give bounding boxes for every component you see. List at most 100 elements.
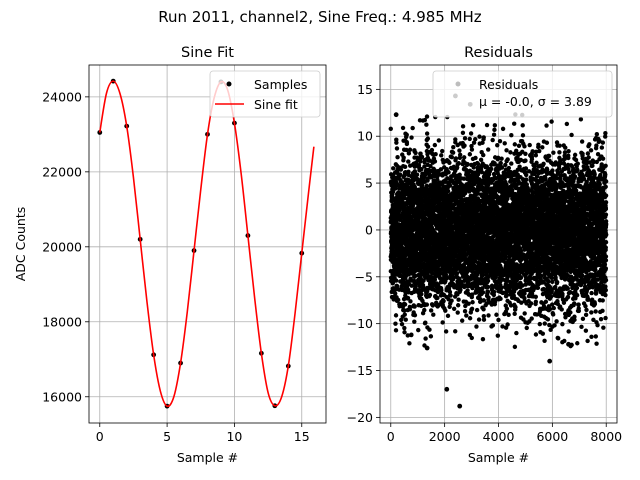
residual-point bbox=[481, 135, 486, 140]
residual-point bbox=[409, 283, 414, 288]
residual-point bbox=[491, 132, 497, 137]
residual-point bbox=[490, 137, 495, 143]
residual-point bbox=[447, 160, 452, 166]
residual-point bbox=[476, 317, 482, 322]
residual-point bbox=[402, 302, 408, 307]
residual-point bbox=[446, 170, 451, 175]
residual-point bbox=[391, 166, 396, 171]
sine-fit-grid bbox=[89, 65, 326, 423]
sine-fit-panel: Sine Fit 0 5 10 151600018000200002200024000… bbox=[13, 45, 327, 465]
residual-point bbox=[470, 122, 476, 128]
residual-point bbox=[495, 333, 501, 338]
residual-point bbox=[450, 150, 456, 155]
residuals-panel: Residuals 0 2000 4000 6000 8000−20−15−10−505… bbox=[347, 45, 623, 465]
residual-point bbox=[436, 138, 442, 143]
residual-point bbox=[502, 141, 507, 146]
residual-point bbox=[516, 143, 522, 149]
residual-point bbox=[449, 298, 454, 303]
residual-point bbox=[425, 136, 431, 141]
residual-point bbox=[458, 287, 463, 293]
residual-point bbox=[397, 172, 403, 177]
residual-point bbox=[518, 275, 524, 280]
residual-point bbox=[506, 312, 511, 318]
residual-point bbox=[407, 341, 412, 346]
sine-fit-xtick-label: 0 bbox=[96, 429, 104, 444]
residual-point bbox=[492, 289, 497, 295]
residual-point bbox=[512, 142, 518, 147]
residual-point bbox=[428, 334, 434, 339]
residual-point bbox=[424, 131, 430, 136]
residual-point bbox=[473, 155, 478, 161]
residual-point bbox=[424, 114, 430, 119]
residual-point bbox=[495, 143, 500, 148]
residual-point bbox=[484, 122, 490, 128]
residual-point bbox=[440, 148, 445, 154]
residual-point bbox=[492, 123, 498, 128]
residual-point bbox=[509, 161, 514, 166]
residual-point bbox=[413, 150, 418, 156]
residual-point bbox=[406, 151, 412, 156]
residual-point bbox=[407, 307, 413, 312]
residual-point bbox=[449, 154, 455, 160]
residual-point bbox=[440, 320, 445, 325]
residual-point bbox=[443, 308, 448, 313]
residual-point bbox=[481, 307, 486, 312]
residual-point bbox=[486, 295, 491, 300]
legend-sine-fit-label: Sine fit bbox=[254, 97, 298, 112]
residual-point bbox=[422, 307, 427, 313]
residual-point bbox=[401, 155, 406, 160]
residual-point bbox=[500, 126, 506, 132]
residual-point bbox=[461, 155, 467, 160]
residual-point bbox=[393, 328, 399, 333]
sine-fit-ytick-label: 18000 bbox=[42, 314, 82, 329]
residual-point bbox=[462, 308, 468, 314]
residual-point bbox=[460, 124, 466, 129]
sine-fit-ytick-label: 16000 bbox=[42, 389, 82, 404]
residual-point bbox=[407, 147, 413, 152]
residual-point bbox=[425, 178, 430, 183]
residual-point bbox=[412, 312, 418, 318]
residual-point bbox=[419, 167, 424, 172]
sine-fit-legend: Samples Sine fit bbox=[209, 70, 321, 118]
residual-point bbox=[396, 297, 401, 303]
residual-point bbox=[393, 313, 399, 318]
residual-point bbox=[496, 317, 501, 323]
residual-point bbox=[504, 148, 509, 153]
residual-point bbox=[435, 295, 440, 301]
residual-point bbox=[400, 125, 406, 131]
residual-point bbox=[402, 164, 408, 169]
sine-fit-xlabel: Sample # bbox=[177, 450, 238, 465]
residual-point bbox=[424, 302, 430, 307]
residual-point bbox=[451, 144, 456, 150]
sine-fit-xtick-label: 15 bbox=[294, 429, 310, 444]
residual-point bbox=[512, 344, 518, 350]
residual-point bbox=[404, 141, 410, 147]
residual-point bbox=[391, 286, 396, 291]
residual-point bbox=[419, 154, 425, 160]
residual-point bbox=[439, 153, 444, 158]
residual-point bbox=[453, 156, 459, 161]
residual-point bbox=[402, 330, 407, 335]
residual-point bbox=[455, 303, 461, 308]
residual-point bbox=[425, 144, 431, 149]
residual-point bbox=[406, 169, 411, 175]
residual-point bbox=[403, 317, 408, 322]
residual-point bbox=[412, 169, 418, 174]
residual-point bbox=[394, 146, 400, 151]
residual-point bbox=[394, 140, 399, 145]
residual-point bbox=[498, 160, 503, 166]
residual-point bbox=[485, 289, 491, 294]
residual-point bbox=[462, 143, 467, 148]
residual-point bbox=[504, 292, 510, 298]
residual-point bbox=[467, 136, 472, 142]
residual-point bbox=[405, 333, 410, 338]
residual-point bbox=[433, 151, 438, 157]
figure-title: Run 2011, channel2, Sine Freq.: 4.985 MH… bbox=[158, 8, 482, 26]
residual-point bbox=[469, 306, 475, 311]
residual-point bbox=[443, 329, 449, 334]
residual-point bbox=[455, 310, 460, 315]
residual-point bbox=[492, 127, 497, 133]
residual-point bbox=[498, 296, 503, 302]
